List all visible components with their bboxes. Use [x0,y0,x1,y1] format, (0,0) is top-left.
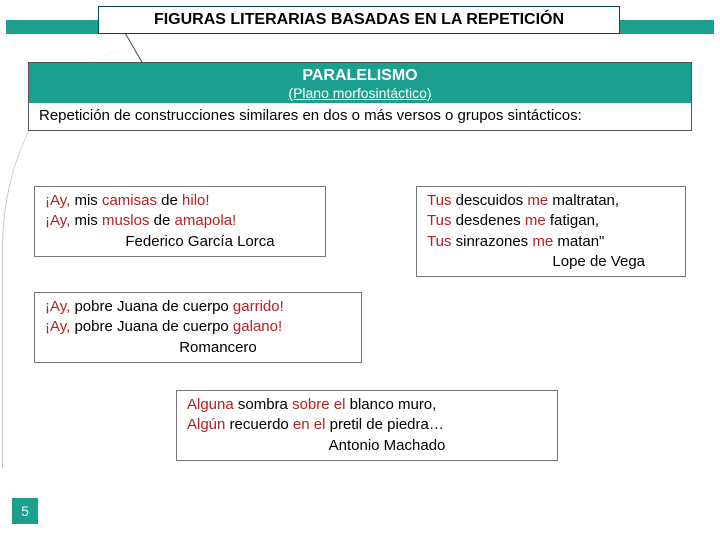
txt: de [157,192,182,209]
hl: Tus [427,192,456,209]
hl: camisas [102,192,157,209]
verse-line: ¡Ay, mis muslos de amapola! [45,211,315,231]
verse-line: Alguna sombra sobre el blanco muro, [187,395,547,415]
definition-box: PARALELISMO (Plano morfosintáctico) Repe… [28,62,692,131]
figure-plane: (Plano morfosintáctico) [29,85,691,103]
verse-line: ¡Ay, pobre Juana de cuerpo galano! [45,317,351,337]
hl: galano! [233,318,282,335]
author: Antonio Machado [187,436,547,456]
txt: matan" [557,233,604,250]
example-machado: Alguna sombra sobre el blanco muro, Algú… [176,390,558,461]
txt: de [149,212,174,229]
hl: ¡Ay, [45,298,70,315]
hl: Tus [427,233,456,250]
example-lorca: ¡Ay, mis camisas de hilo! ¡Ay, mis muslo… [34,186,326,257]
txt: pobre Juana de cuerpo [70,318,233,335]
example-romancero: ¡Ay, pobre Juana de cuerpo garrido! ¡Ay,… [34,292,362,363]
hl: ¡Ay, [45,318,70,335]
txt: fatigan, [550,212,599,229]
verse-line: Tus desdenes me fatigan, [427,211,675,231]
definition-header: PARALELISMO (Plano morfosintáctico) [28,62,692,103]
txt: pobre Juana de cuerpo [70,298,233,315]
hl: ¡Ay, [45,192,70,209]
author: Federico García Lorca [45,232,315,252]
page-number: 5 [12,498,38,524]
author: Romancero [45,338,351,358]
hl: Alguna [187,396,238,413]
txt: maltratan, [552,192,619,209]
txt: blanco muro, [350,396,437,413]
hl: en el [289,416,330,433]
txt: mis [70,212,102,229]
figure-name: PARALELISMO [302,67,417,84]
hl: sobre el [288,396,350,413]
txt: sinrazones [456,233,529,250]
txt: mis [70,192,102,209]
definition-text: Repetición de construcciones similares e… [28,103,692,131]
verse-line: Tus sinrazones me matan" [427,232,675,252]
hl: me [528,233,557,250]
example-lope: Tus descuidos me maltratan, Tus desdenes… [416,186,686,277]
hl: Algún [187,416,230,433]
txt: desdenes [456,212,521,229]
hl: muslos [102,212,150,229]
hl: Tus [427,212,456,229]
verse-line: Algún recuerdo en el pretil de piedra… [187,415,547,435]
txt: sombra [238,396,288,413]
verse-line: ¡Ay, pobre Juana de cuerpo garrido! [45,297,351,317]
txt: pretil de piedra… [330,416,444,433]
hl: garrido! [233,298,284,315]
verse-line: Tus descuidos me maltratan, [427,191,675,211]
author: Lope de Vega [427,252,675,272]
slide-title: FIGURAS LITERARIAS BASADAS EN LA REPETIC… [98,6,620,34]
txt: recuerdo [230,416,289,433]
txt: descuidos [456,192,524,209]
hl: amapola! [175,212,237,229]
hl: me [521,212,550,229]
verse-line: ¡Ay, mis camisas de hilo! [45,191,315,211]
hl: me [523,192,552,209]
hl: hilo! [182,192,210,209]
hl: ¡Ay, [45,212,70,229]
